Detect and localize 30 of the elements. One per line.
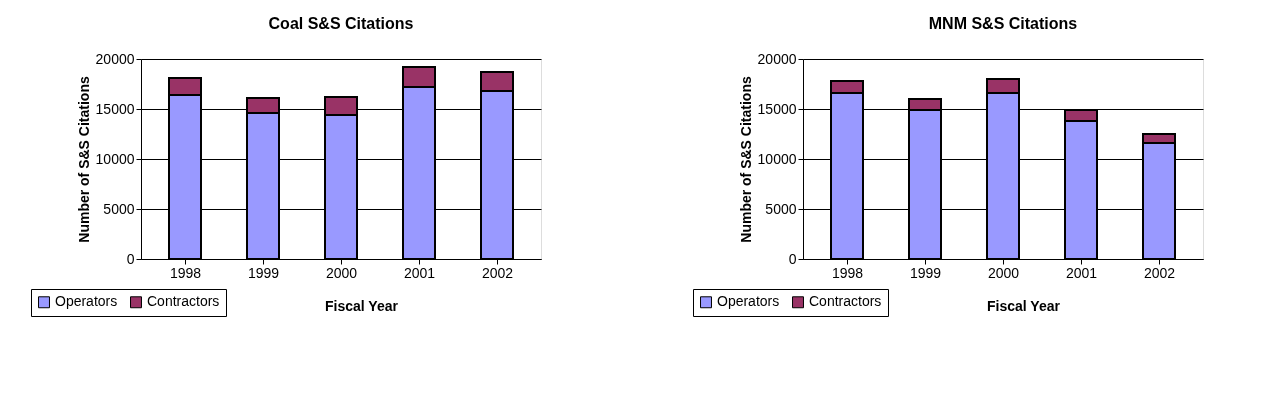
y-tick-label: 0 (126, 250, 135, 267)
x-tick-label: 1998 (831, 264, 864, 281)
y-tick-label: 20000 (757, 50, 797, 67)
x-tick-label: 2000 (987, 264, 1020, 281)
x-tick-label: 2002 (481, 264, 514, 281)
y-tick-label: 15000 (95, 100, 135, 117)
x-tick-label: 1999 (909, 264, 942, 281)
x-tick-label: 1999 (247, 264, 280, 281)
legend-label: Contractors (809, 293, 882, 310)
y-axis-title: Number of S&S Citations (75, 76, 92, 243)
x-tick-label: 2001 (1065, 264, 1098, 281)
chart-title: MNM S&S Citations (928, 15, 1078, 32)
y-tick-label: 15000 (757, 100, 797, 117)
legend-label: Operators (55, 293, 118, 310)
y-tick-label: 0 (788, 250, 797, 267)
x-tick-label: 2001 (403, 264, 436, 281)
x-axis-title: Fiscal Year (987, 297, 1061, 314)
x-tick-label: 2002 (1143, 264, 1176, 281)
y-tick-label: 10000 (95, 150, 135, 167)
y-tick-label: 10000 (757, 150, 797, 167)
y-tick-label: 5000 (765, 200, 797, 217)
chart-title: Coal S&S Citations (268, 15, 414, 32)
legend-label: Operators (717, 293, 780, 310)
y-tick-label: 5000 (103, 200, 135, 217)
x-axis-title: Fiscal Year (325, 297, 399, 314)
legend-label: Contractors (147, 293, 220, 310)
y-tick-label: 20000 (95, 50, 135, 67)
x-tick-label: 2000 (325, 264, 358, 281)
x-tick-label: 1998 (169, 264, 202, 281)
y-axis-title: Number of S&S Citations (737, 76, 754, 243)
